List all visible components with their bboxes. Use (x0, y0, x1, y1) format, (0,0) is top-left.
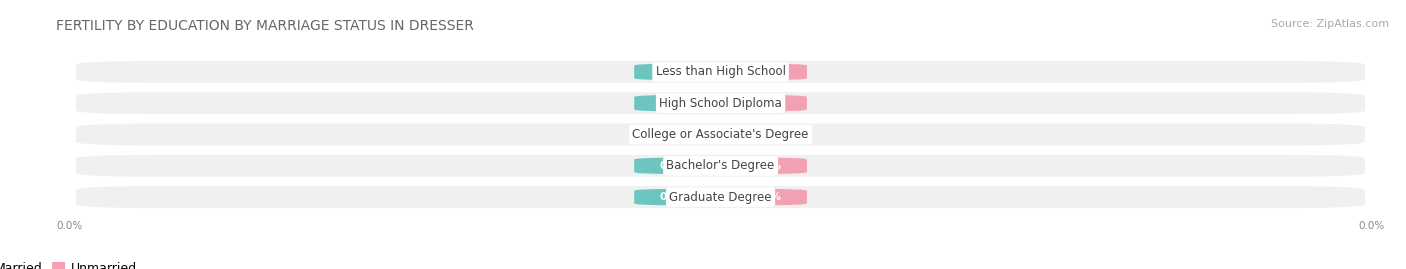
Text: 0.0%: 0.0% (659, 98, 689, 108)
Text: 0.0%: 0.0% (56, 221, 83, 231)
Text: 0.0%: 0.0% (659, 161, 689, 171)
FancyBboxPatch shape (76, 186, 1365, 208)
Text: Graduate Degree: Graduate Degree (669, 191, 772, 204)
Text: 0.0%: 0.0% (752, 129, 782, 140)
FancyBboxPatch shape (727, 189, 807, 205)
FancyBboxPatch shape (76, 155, 1365, 177)
Text: College or Associate's Degree: College or Associate's Degree (633, 128, 808, 141)
FancyBboxPatch shape (634, 95, 714, 111)
FancyBboxPatch shape (727, 95, 807, 111)
Text: 0.0%: 0.0% (1358, 221, 1385, 231)
FancyBboxPatch shape (634, 189, 714, 205)
Text: 0.0%: 0.0% (659, 129, 689, 140)
Text: 0.0%: 0.0% (752, 98, 782, 108)
FancyBboxPatch shape (76, 61, 1365, 83)
FancyBboxPatch shape (634, 64, 714, 80)
FancyBboxPatch shape (76, 123, 1365, 146)
Text: 0.0%: 0.0% (659, 192, 689, 202)
Text: High School Diploma: High School Diploma (659, 97, 782, 110)
Text: Bachelor's Degree: Bachelor's Degree (666, 159, 775, 172)
Text: 0.0%: 0.0% (659, 67, 689, 77)
Text: FERTILITY BY EDUCATION BY MARRIAGE STATUS IN DRESSER: FERTILITY BY EDUCATION BY MARRIAGE STATU… (56, 19, 474, 33)
FancyBboxPatch shape (76, 92, 1365, 114)
Text: Less than High School: Less than High School (655, 65, 786, 78)
FancyBboxPatch shape (634, 126, 714, 143)
FancyBboxPatch shape (727, 64, 807, 80)
Text: 0.0%: 0.0% (752, 161, 782, 171)
FancyBboxPatch shape (727, 126, 807, 143)
Text: 0.0%: 0.0% (752, 67, 782, 77)
FancyBboxPatch shape (727, 158, 807, 174)
FancyBboxPatch shape (634, 158, 714, 174)
Legend: Married, Unmarried: Married, Unmarried (0, 257, 142, 269)
Text: 0.0%: 0.0% (752, 192, 782, 202)
Text: Source: ZipAtlas.com: Source: ZipAtlas.com (1271, 19, 1389, 29)
